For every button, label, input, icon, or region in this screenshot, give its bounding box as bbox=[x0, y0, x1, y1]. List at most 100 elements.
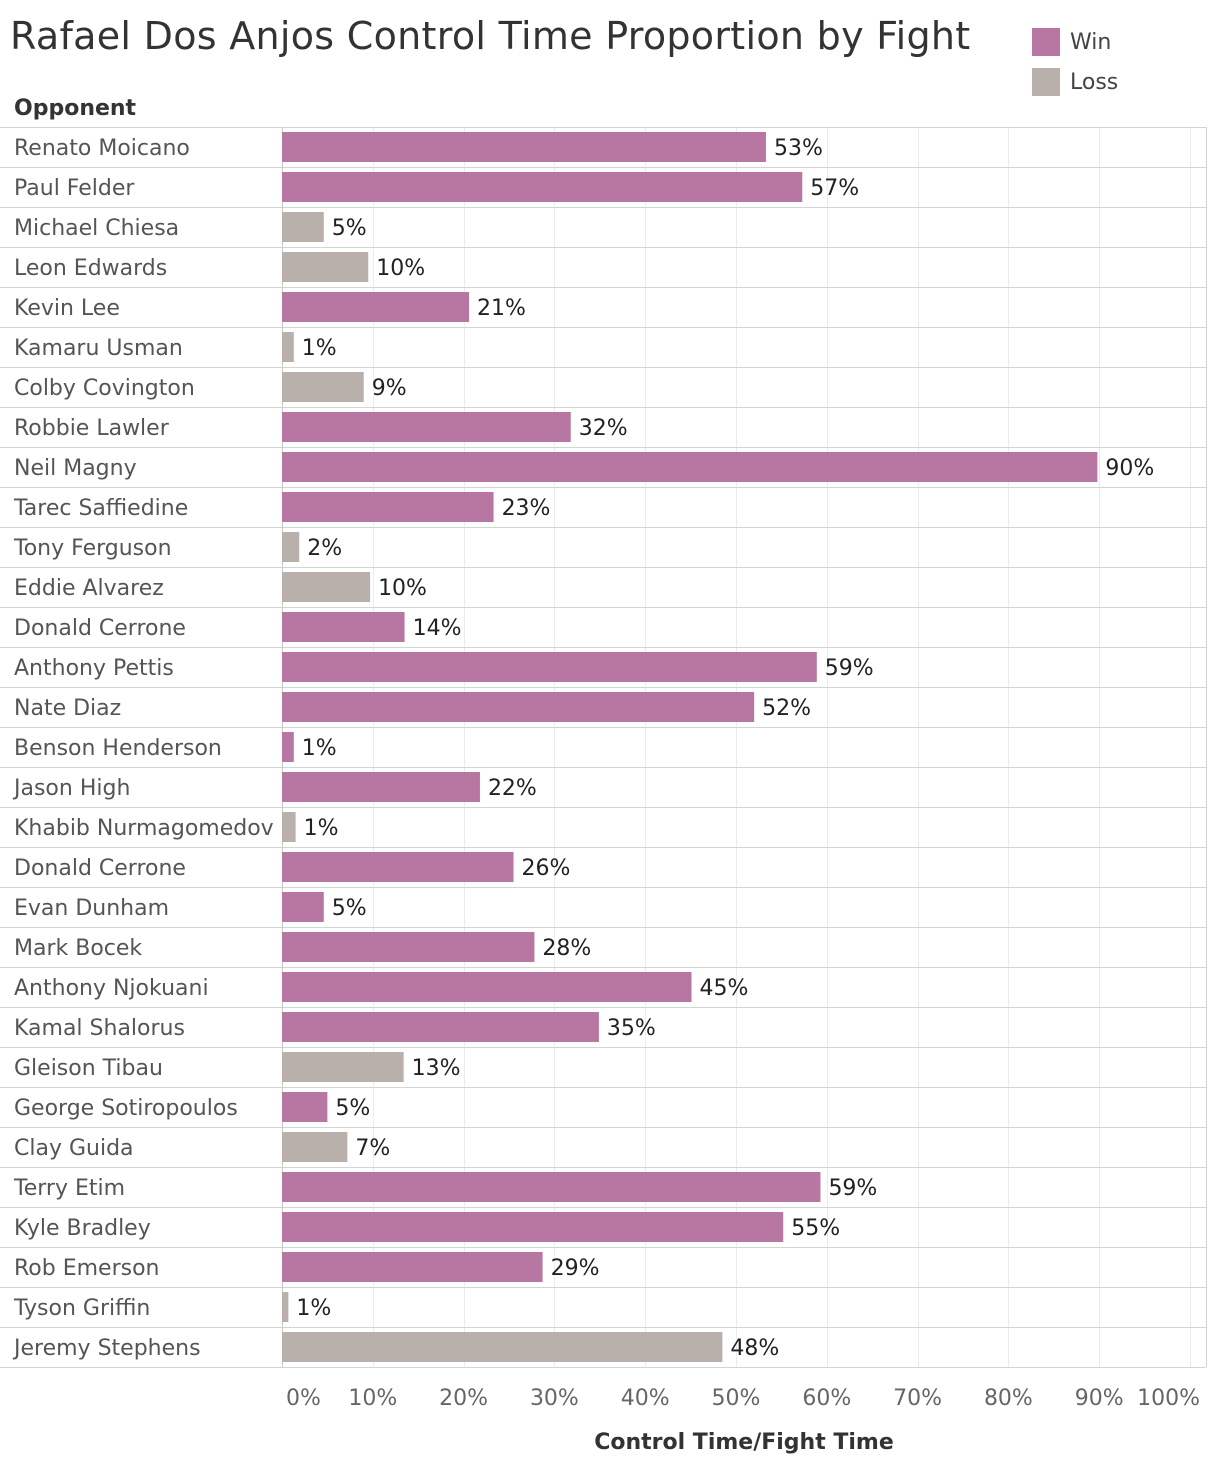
data-label: 14% bbox=[413, 616, 462, 641]
data-label: 59% bbox=[825, 656, 874, 681]
data-label: 2% bbox=[307, 536, 342, 561]
x-tick-label: 100% bbox=[1137, 1386, 1200, 1411]
category-label: Kamal Shalorus bbox=[14, 1016, 185, 1041]
category-label: Evan Dunham bbox=[14, 896, 169, 921]
bar bbox=[282, 1092, 328, 1122]
bar bbox=[282, 1012, 599, 1042]
bar bbox=[282, 1172, 821, 1202]
category-label: Mark Bocek bbox=[14, 936, 142, 961]
bar bbox=[282, 972, 692, 1002]
data-label: 21% bbox=[477, 296, 526, 321]
bar bbox=[282, 612, 405, 642]
data-label: 26% bbox=[522, 856, 571, 881]
data-label: 9% bbox=[372, 376, 407, 401]
legend-item-loss[interactable]: Loss bbox=[1032, 62, 1118, 102]
category-label: Anthony Pettis bbox=[14, 656, 174, 681]
category-label: Renato Moicano bbox=[14, 136, 190, 161]
category-label: Tyson Griffin bbox=[13, 1296, 150, 1321]
bar bbox=[282, 132, 766, 162]
data-label: 1% bbox=[296, 1296, 331, 1321]
category-label: Benson Henderson bbox=[14, 736, 222, 761]
data-label: 1% bbox=[304, 816, 339, 841]
x-tick-label: 30% bbox=[530, 1386, 579, 1411]
bar bbox=[282, 852, 514, 882]
data-label: 13% bbox=[412, 1056, 461, 1081]
data-label: 29% bbox=[551, 1256, 600, 1281]
bar bbox=[282, 532, 300, 562]
bar bbox=[282, 652, 817, 682]
x-tick-label: 60% bbox=[802, 1386, 851, 1411]
data-label: 23% bbox=[502, 496, 551, 521]
bar bbox=[282, 1292, 289, 1322]
data-label: 32% bbox=[579, 416, 628, 441]
category-label: Kyle Bradley bbox=[14, 1216, 151, 1241]
data-label: 57% bbox=[810, 176, 859, 201]
category-label: Leon Edwards bbox=[14, 256, 167, 281]
category-label: Tarec Saffiedine bbox=[13, 496, 188, 521]
category-label: Robbie Lawler bbox=[14, 416, 170, 441]
data-label: 55% bbox=[791, 1216, 840, 1241]
category-label: Donald Cerrone bbox=[14, 856, 186, 881]
bar bbox=[282, 292, 470, 322]
x-tick-label: 10% bbox=[348, 1386, 397, 1411]
x-tick-label: 80% bbox=[984, 1386, 1033, 1411]
bar bbox=[282, 172, 803, 202]
data-label: 52% bbox=[762, 696, 811, 721]
legend-swatch-loss bbox=[1032, 68, 1060, 96]
category-label: Jeremy Stephens bbox=[12, 1336, 201, 1361]
category-label: Gleison Tibau bbox=[14, 1056, 163, 1081]
bar bbox=[282, 412, 571, 442]
category-label: George Sotiropoulos bbox=[14, 1096, 238, 1121]
data-label: 10% bbox=[378, 576, 427, 601]
data-label: 59% bbox=[828, 1176, 877, 1201]
x-tick-label: 50% bbox=[712, 1386, 761, 1411]
data-label: 90% bbox=[1105, 456, 1154, 481]
category-label: Rob Emerson bbox=[14, 1256, 160, 1281]
x-tick-label: 90% bbox=[1075, 1386, 1124, 1411]
legend-swatch-win bbox=[1032, 28, 1060, 56]
data-label: 1% bbox=[302, 336, 337, 361]
data-label: 28% bbox=[542, 936, 591, 961]
legend-label-win: Win bbox=[1070, 29, 1112, 55]
row-header-opponent: Opponent bbox=[14, 96, 137, 121]
data-label: 22% bbox=[488, 776, 537, 801]
category-label: Donald Cerrone bbox=[14, 616, 186, 641]
bar bbox=[282, 252, 369, 282]
category-label: Terry Etim bbox=[13, 1176, 125, 1201]
bar bbox=[282, 932, 535, 962]
bar bbox=[282, 332, 294, 362]
data-label: 35% bbox=[607, 1016, 656, 1041]
category-label: Jason High bbox=[12, 776, 130, 801]
category-label: Michael Chiesa bbox=[14, 216, 179, 241]
data-label: 10% bbox=[376, 256, 425, 281]
category-label: Anthony Njokuani bbox=[14, 976, 209, 1001]
bar bbox=[282, 492, 494, 522]
bar bbox=[282, 812, 296, 842]
data-label: 53% bbox=[774, 136, 823, 161]
category-label: Eddie Alvarez bbox=[14, 576, 164, 601]
bar bbox=[282, 1052, 404, 1082]
category-label: Colby Covington bbox=[14, 376, 195, 401]
bar bbox=[282, 692, 755, 722]
bar bbox=[282, 452, 1098, 482]
category-label: Nate Diaz bbox=[14, 696, 121, 721]
x-axis-title: Control Time/Fight Time bbox=[594, 1430, 894, 1455]
data-label: 5% bbox=[335, 1096, 370, 1121]
data-label: 45% bbox=[700, 976, 749, 1001]
x-tick-label: 70% bbox=[893, 1386, 942, 1411]
category-label: Clay Guida bbox=[14, 1136, 134, 1161]
data-label: 7% bbox=[355, 1136, 390, 1161]
x-tick-label: 0% bbox=[286, 1386, 321, 1411]
category-label: Khabib Nurmagomedov bbox=[14, 816, 274, 841]
x-tick-label: 40% bbox=[621, 1386, 670, 1411]
category-label: Tony Ferguson bbox=[13, 536, 172, 561]
data-label: 5% bbox=[332, 216, 367, 241]
bar bbox=[282, 372, 364, 402]
legend-item-win[interactable]: Win bbox=[1032, 22, 1118, 62]
bar bbox=[282, 1212, 784, 1242]
legend-label-loss: Loss bbox=[1070, 69, 1119, 95]
data-label: 48% bbox=[730, 1336, 779, 1361]
data-label: 1% bbox=[302, 736, 337, 761]
data-label: 5% bbox=[332, 896, 367, 921]
